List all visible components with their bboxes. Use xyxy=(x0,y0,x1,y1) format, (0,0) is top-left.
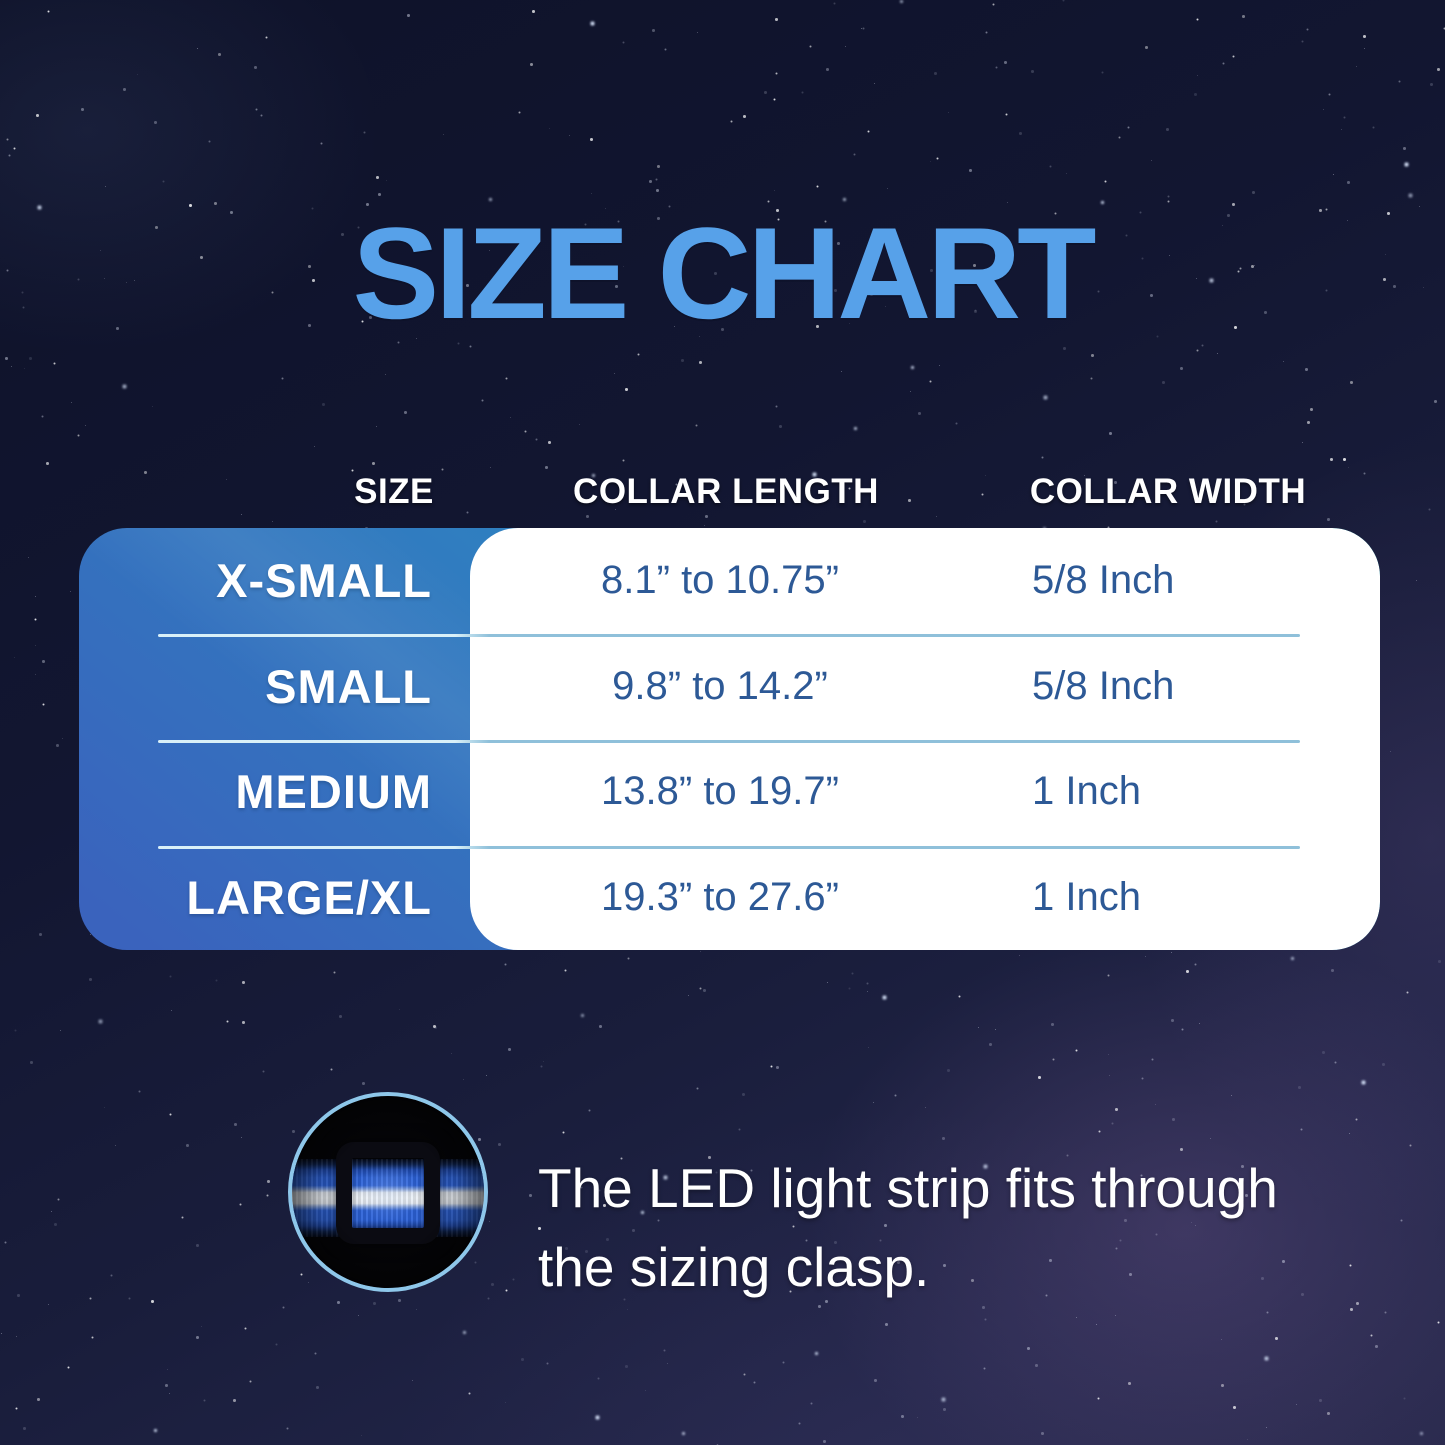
starfield-bright xyxy=(0,0,1,1)
collar-length-value: 9.8” to 14.2” xyxy=(612,664,828,708)
table-row: MEDIUM 13.8” to 19.7” 1 Inch xyxy=(79,739,1380,844)
collar-length-value: 8.1” to 10.75” xyxy=(601,558,839,602)
size-label: X-SMALL xyxy=(216,554,432,607)
row-divider xyxy=(158,846,1300,849)
table-row: X-SMALL 8.1” to 10.75” 5/8 Inch xyxy=(79,528,1380,633)
column-header-length: COLLAR LENGTH xyxy=(573,472,879,511)
table-values-panel xyxy=(470,528,1380,950)
note-text: The LED light strip fits through the siz… xyxy=(538,1149,1278,1307)
collar-length-value: 13.8” to 19.7” xyxy=(601,769,839,813)
note-line-2: the sizing clasp. xyxy=(538,1236,930,1298)
collar-width-value: 1 Inch xyxy=(1032,875,1141,919)
table-row: LARGE/XL 19.3” to 27.6” 1 Inch xyxy=(79,845,1380,950)
collar-width-value: 1 Inch xyxy=(1032,769,1141,813)
size-label: MEDIUM xyxy=(235,765,432,818)
column-header-width: COLLAR WIDTH xyxy=(1029,472,1307,511)
size-table-card: X-SMALL 8.1” to 10.75” 5/8 Inch SMALL 9.… xyxy=(79,528,1380,950)
collar-width-value: 5/8 Inch xyxy=(1032,664,1175,708)
column-header-size: SIZE xyxy=(354,472,434,511)
collar-clasp-photo xyxy=(288,1092,488,1292)
table-row: SMALL 9.8” to 14.2” 5/8 Inch xyxy=(79,634,1380,739)
size-label: SMALL xyxy=(265,660,432,713)
page-title: SIZE CHART xyxy=(352,200,1097,346)
collar-length-value: 19.3” to 27.6” xyxy=(601,875,839,919)
sizing-clasp-image xyxy=(336,1142,440,1244)
collar-width-value: 5/8 Inch xyxy=(1032,558,1175,602)
row-divider xyxy=(158,740,1300,743)
note-line-1: The LED light strip fits through xyxy=(538,1157,1278,1219)
size-label: LARGE/XL xyxy=(186,871,432,924)
row-divider xyxy=(158,634,1300,637)
